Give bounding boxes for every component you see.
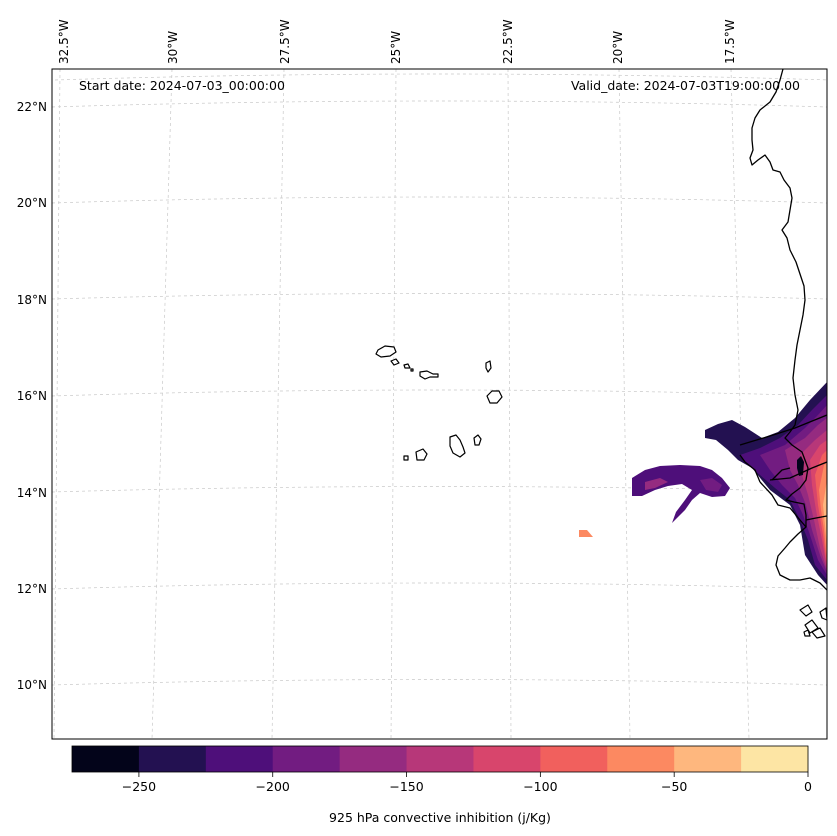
- cin-region-mid-7: [819, 462, 827, 560]
- lat-label: 12°N: [17, 582, 47, 596]
- lon-label: 17.5°W: [723, 19, 737, 64]
- colorbar-outline: [71, 745, 809, 773]
- lat-tick-labels: 22°N 20°N 18°N 16°N 14°N 12°N 10°N: [17, 100, 47, 692]
- lon-label: 22.5°W: [501, 19, 515, 64]
- colorbar-swatch: [674, 746, 742, 772]
- island-islet: [410, 368, 414, 372]
- map-frame: [51, 68, 828, 740]
- start-date-label: Start date: 2024-07-03_00:00:00: [79, 78, 285, 93]
- lon-label: 27.5°W: [278, 19, 292, 64]
- colorbar-tick-label: −150: [389, 779, 423, 794]
- island-santa-luzia: [403, 363, 411, 369]
- border-line-2: [769, 461, 827, 481]
- island-sao-vicente: [390, 358, 400, 366]
- colorbar-swatch: [138, 746, 207, 772]
- colorbar-swatches: [72, 746, 809, 772]
- colorbar-swatch: [540, 746, 608, 772]
- map-content: [52, 69, 827, 739]
- colorbar-swatch: [473, 746, 541, 772]
- colorbar-tick-label: −50: [661, 779, 687, 794]
- island-brava: [403, 455, 409, 461]
- colorbar-tick-label: 0: [804, 779, 812, 794]
- colorbar-swatch: [72, 746, 140, 772]
- graticule: [52, 69, 827, 739]
- colorbar-swatch: [272, 746, 341, 772]
- cin-region-dark-spot: [797, 456, 804, 476]
- coastline: [739, 69, 827, 639]
- lat-label: 16°N: [17, 389, 47, 403]
- island-fogo: [415, 448, 428, 461]
- colorbar: −250 −200 −150 −100 −50 0 925 hPa convective …: [71, 745, 812, 825]
- map-border: [51, 68, 828, 740]
- island-sal: [485, 360, 492, 373]
- cin-region-detached-2: [645, 478, 668, 490]
- cin-region-small: [579, 530, 593, 537]
- island-sao-nicolau: [419, 370, 439, 380]
- lat-label: 14°N: [17, 486, 47, 500]
- africa-coast: [749, 69, 827, 591]
- colorbar-swatch: [741, 746, 809, 772]
- island-boa-vista: [486, 390, 503, 404]
- lon-label: 30°W: [166, 31, 180, 64]
- island-santiago: [449, 434, 466, 458]
- colorbar-swatch: [607, 746, 675, 772]
- lat-label: 10°N: [17, 678, 47, 692]
- colorbar-label: 925 hPa convective inhibition (j/Kg): [329, 810, 551, 825]
- island-maio: [473, 434, 482, 446]
- lon-label: 32.5°W: [57, 19, 71, 64]
- border-line-4: [759, 481, 807, 528]
- lat-label: 20°N: [17, 196, 47, 210]
- border-line-3: [805, 515, 827, 521]
- lon-label: 25°W: [389, 31, 403, 64]
- colorbar-swatch: [339, 746, 408, 772]
- lat-label: 22°N: [17, 100, 47, 114]
- cin-region-detached-inner: [700, 478, 722, 492]
- cape-verde-islands: [375, 345, 503, 461]
- border-line-1: [739, 414, 827, 446]
- colorbar-tick-label: −200: [256, 779, 290, 794]
- colorbar-ticks: −250 −200 −150 −100 −50 0: [122, 772, 812, 794]
- southern-islands: [799, 604, 827, 639]
- colorbar-tick-label: −100: [523, 779, 557, 794]
- border-line-5: [739, 454, 761, 483]
- gambia-river: [771, 467, 791, 481]
- colorbar-swatch: [406, 746, 474, 772]
- cin-region-inner: [823, 480, 827, 545]
- lon-tick-labels: 32.5°W 30°W 27.5°W 25°W 22.5°W 20°W 17.5…: [57, 19, 737, 64]
- valid-date-label: Valid_date: 2024-07-03T19:00:00.00: [571, 78, 800, 93]
- colorbar-tick-label: −250: [122, 779, 156, 794]
- island-santo-antao: [375, 345, 397, 358]
- lat-label: 18°N: [17, 293, 47, 307]
- lon-label: 20°W: [611, 31, 625, 64]
- colorbar-swatch: [205, 746, 274, 772]
